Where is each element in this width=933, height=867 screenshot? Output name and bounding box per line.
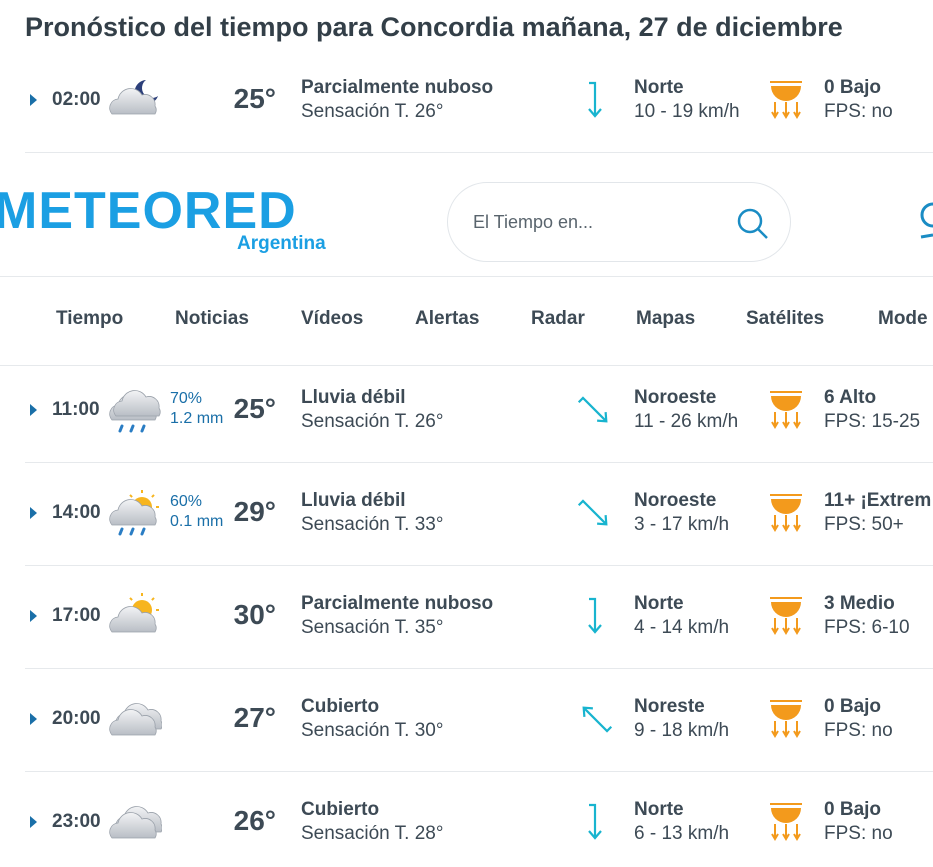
- uv-icon: [770, 81, 802, 119]
- uv-index: 11+ ¡Extrem: [824, 490, 932, 511]
- nav-item[interactable]: Mode: [878, 308, 928, 329]
- time: 02:00: [52, 89, 101, 110]
- condition: Parcialmente nuboso: [301, 77, 494, 98]
- time: 14:00: [52, 502, 101, 523]
- condition: Cubierto: [301, 799, 380, 820]
- temperature: 29°: [233, 496, 276, 527]
- nav-item[interactable]: Alertas: [415, 308, 480, 329]
- uv-icon: [770, 803, 802, 841]
- search-box[interactable]: El Tiempo en...: [447, 182, 791, 262]
- fps: FPS: 6-10: [824, 617, 910, 638]
- wind-arrow: [588, 803, 602, 840]
- condition: Lluvia débil: [301, 387, 406, 408]
- temperature: 25°: [233, 393, 276, 424]
- temperature: 25°: [233, 83, 276, 114]
- temperature: 27°: [233, 702, 276, 733]
- temperature: 30°: [233, 599, 276, 630]
- time: 17:00: [52, 605, 101, 626]
- wind-arrow: [588, 81, 602, 118]
- search-placeholder: El Tiempo en...: [473, 212, 594, 232]
- nav-item[interactable]: Radar: [531, 308, 585, 329]
- rain-prob: 60%: [170, 493, 203, 510]
- feels-like: Sensación T. 28°: [301, 823, 444, 844]
- rain-prob: 70%: [170, 390, 203, 407]
- expand-arrow: [30, 507, 37, 519]
- weather-icon: [109, 806, 162, 839]
- uv-index: 3 Medio: [824, 593, 895, 614]
- wind-arrow: [582, 706, 613, 733]
- wind-speed: 3 - 17 km/h: [634, 514, 730, 535]
- feels-like: Sensación T. 26°: [301, 101, 444, 122]
- feels-like: Sensación T. 26°: [301, 411, 444, 432]
- uv-icon: [770, 597, 802, 635]
- wind-speed: 11 - 26 km/h: [634, 411, 739, 432]
- wind-direction: Norte: [634, 77, 684, 98]
- search-icon: [737, 208, 768, 239]
- logo: METEORED: [0, 182, 297, 240]
- time: 23:00: [52, 811, 101, 832]
- uv-index: 0 Bajo: [824, 799, 882, 820]
- uv-icon: [770, 391, 802, 429]
- wind-direction: Noroeste: [634, 490, 717, 511]
- wind-speed: 10 - 19 km/h: [634, 101, 740, 122]
- feels-like: Sensación T. 33°: [301, 514, 444, 535]
- condition: Lluvia débil: [301, 490, 406, 511]
- weather-icon: [109, 80, 158, 115]
- wind-direction: Noroeste: [634, 387, 717, 408]
- expand-arrow: [30, 94, 37, 106]
- time: 11:00: [52, 399, 100, 420]
- uv-index: 0 Bajo: [824, 696, 882, 717]
- rain-amount: 1.2 mm: [170, 410, 224, 427]
- wind-direction: Norte: [634, 799, 684, 820]
- expand-arrow: [30, 404, 37, 416]
- wind-arrow: [577, 499, 608, 526]
- nav-bar: Tiempo Noticias Vídeos Alertas Radar Mapas Sat…: [0, 277, 933, 366]
- weather-icon: [109, 490, 159, 536]
- feels-like: Sensación T. 35°: [301, 617, 444, 638]
- time: 20:00: [52, 708, 101, 729]
- nav-item[interactable]: Tiempo: [56, 308, 124, 329]
- nav-item[interactable]: Noticias: [175, 308, 249, 329]
- uv-icon: [770, 494, 802, 532]
- fps: FPS: no: [824, 823, 893, 844]
- separator: [25, 771, 933, 772]
- feels-like: Sensación T. 30°: [301, 720, 444, 741]
- expand-arrow: [30, 610, 37, 622]
- wind-arrow: [577, 396, 608, 423]
- separator: [25, 462, 933, 463]
- temperature: 26°: [233, 805, 276, 836]
- logo-country: Argentina: [237, 233, 326, 254]
- fps: FPS: no: [824, 101, 893, 122]
- nav-item[interactable]: Satélites: [746, 308, 825, 329]
- uv-icon: [770, 700, 802, 738]
- fps: FPS: 15-25: [824, 411, 921, 432]
- uv-index: 6 Alto: [824, 387, 877, 408]
- page-title: Pronóstico del tiempo para Concordia mañ…: [25, 12, 843, 42]
- condition: Cubierto: [301, 696, 380, 717]
- weather-icon: [109, 390, 161, 433]
- site-header: METEORED Argentina El Tiempo en...: [0, 153, 933, 277]
- condition: Parcialmente nuboso: [301, 593, 494, 614]
- wind-speed: 4 - 14 km/h: [634, 617, 730, 638]
- expand-arrow: [30, 816, 37, 828]
- uv-index: 0 Bajo: [824, 77, 882, 98]
- wind-direction: Noreste: [634, 696, 705, 717]
- wind-arrow: [588, 597, 602, 634]
- wind-speed: 9 - 18 km/h: [634, 720, 730, 741]
- weather-icon: [109, 593, 159, 633]
- fps: FPS: 50+: [824, 514, 904, 535]
- separator: [25, 668, 933, 669]
- rain-amount: 0.1 mm: [170, 513, 224, 530]
- expand-arrow: [30, 713, 37, 725]
- wind-direction: Norte: [634, 593, 684, 614]
- nav-item[interactable]: Mapas: [636, 308, 696, 329]
- separator: [25, 565, 933, 566]
- weather-icon: [109, 703, 162, 736]
- fps: FPS: no: [824, 720, 893, 741]
- nav-item[interactable]: Vídeos: [301, 308, 364, 329]
- wind-speed: 6 - 13 km/h: [634, 823, 730, 844]
- location-icon[interactable]: [918, 201, 933, 241]
- separator: [25, 152, 933, 153]
